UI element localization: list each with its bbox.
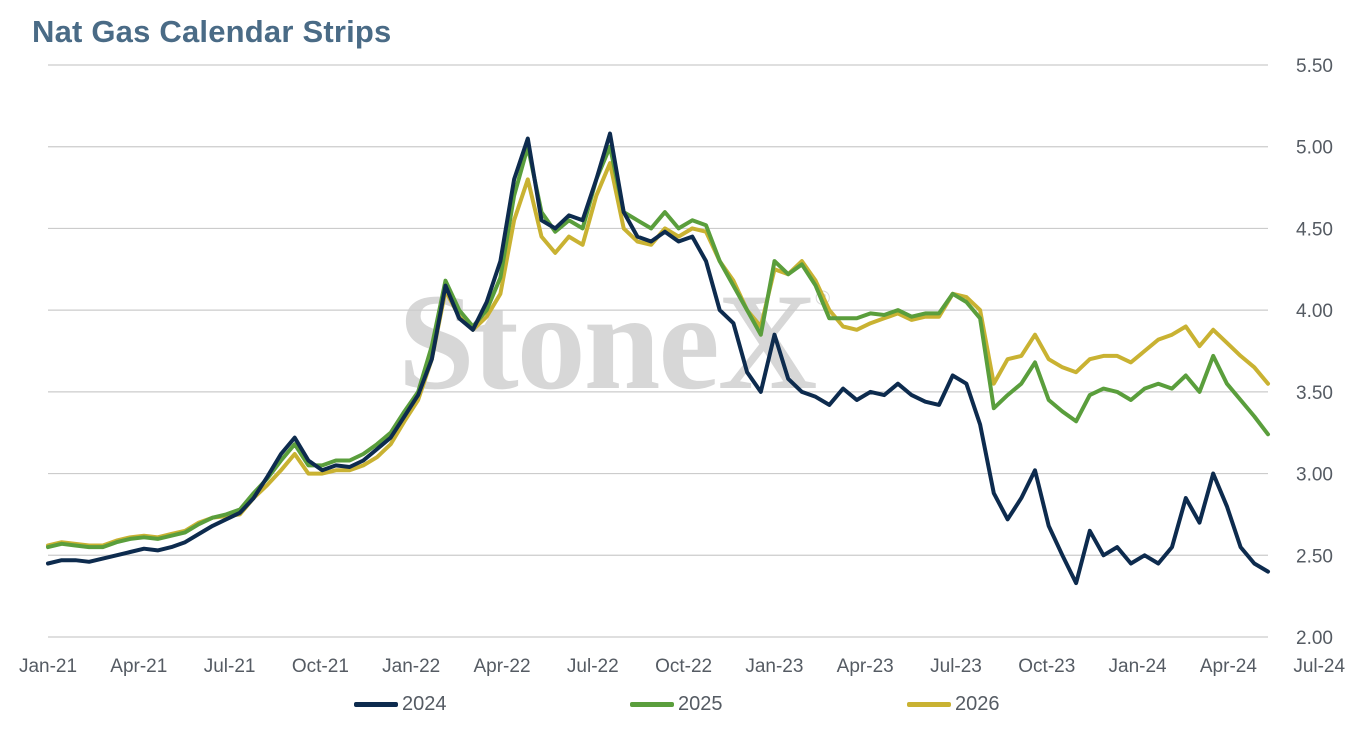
- legend-label-2026: 2026: [955, 693, 1000, 715]
- x-tick-label: Apr-21: [110, 656, 167, 677]
- y-tick-label: 5.00: [1296, 138, 1333, 159]
- x-tick-label: Jul-24: [1293, 656, 1345, 677]
- legend-label-2025: 2025: [678, 693, 723, 715]
- x-tick-label: Jan-21: [19, 656, 77, 677]
- x-tick-label: Jul-23: [930, 656, 982, 677]
- legend-item-2026: 2026: [907, 693, 1000, 716]
- x-tick-label: Oct-22: [655, 656, 712, 677]
- chart-title: Nat Gas Calendar Strips: [32, 14, 392, 49]
- legend-item-2024: 2024: [354, 693, 447, 716]
- y-tick-label: 5.50: [1296, 56, 1333, 77]
- x-tick-label: Jul-21: [204, 656, 256, 677]
- x-tick-label: Apr-22: [473, 656, 530, 677]
- legend-label-2024: 2024: [402, 693, 447, 715]
- series-line-2025: [46, 144, 1270, 550]
- y-tick-label: 3.00: [1296, 465, 1333, 486]
- y-tick-label: 2.50: [1296, 546, 1333, 567]
- legend-swatch-2026: [907, 702, 951, 707]
- x-tick-label: Oct-23: [1018, 656, 1075, 677]
- legend-swatch-2024: [354, 702, 398, 707]
- legend-swatch-2025: [630, 702, 674, 707]
- series-line-2024: [46, 131, 1270, 586]
- x-tick-label: Jan-23: [745, 656, 803, 677]
- x-tick-label: Jan-24: [1109, 656, 1168, 677]
- legend-item-2025: 2025: [630, 693, 723, 716]
- chart-legend: 2024 2025 2026: [0, 693, 1347, 723]
- x-tick-label: Jul-22: [567, 656, 619, 677]
- x-tick-label: Apr-23: [837, 656, 894, 677]
- x-tick-label: Apr-24: [1200, 656, 1257, 677]
- y-tick-label: 2.00: [1296, 628, 1333, 649]
- y-tick-label: 3.50: [1296, 383, 1333, 404]
- x-tick-label: Oct-21: [292, 656, 349, 677]
- y-tick-label: 4.00: [1296, 301, 1333, 322]
- line-chart: 5.50 5.00 4.50 4.00 3.50 3.00 2.50 2.00 Jan-21 A…: [19, 56, 1346, 677]
- y-tick-label: 4.50: [1296, 219, 1333, 240]
- x-tick-label: Jan-22: [382, 656, 440, 677]
